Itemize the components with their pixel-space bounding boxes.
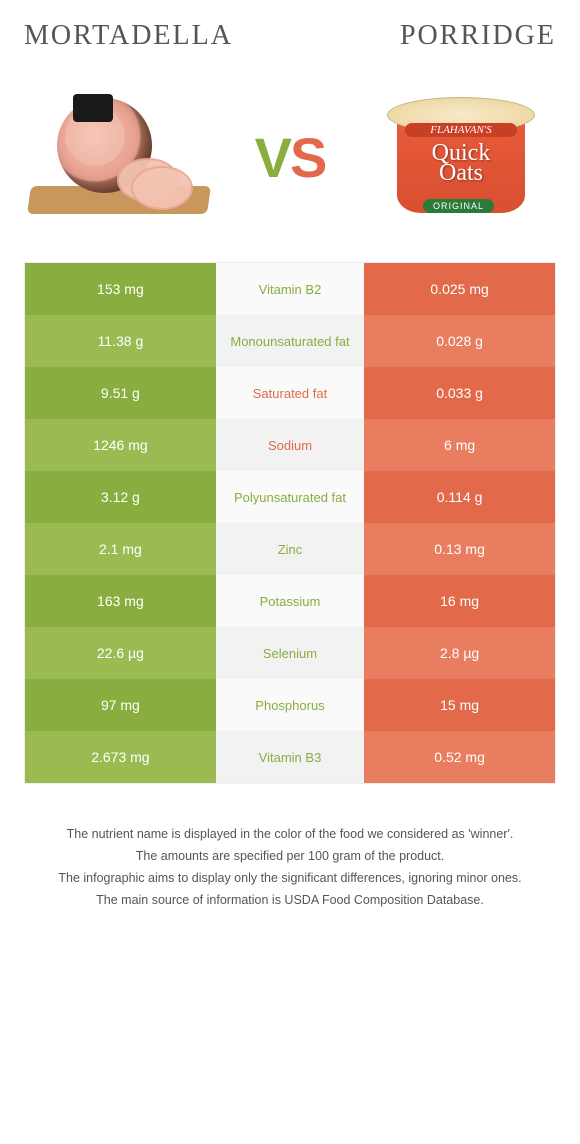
nutrient-name: Zinc xyxy=(216,523,364,575)
table-row: 9.51 gSaturated fat0.033 g xyxy=(25,367,555,419)
left-value: 3.12 g xyxy=(25,471,216,523)
table-row: 163 mgPotassium16 mg xyxy=(25,575,555,627)
vs-label: VS xyxy=(255,125,326,190)
nutrient-name: Sodium xyxy=(216,419,364,471)
left-value: 97 mg xyxy=(25,679,216,731)
nutrient-name: Monounsaturated fat xyxy=(216,315,364,367)
left-value: 9.51 g xyxy=(25,367,216,419)
caption-line: The amounts are specified per 100 gram o… xyxy=(30,846,550,866)
vs-v: V xyxy=(255,126,290,189)
porridge-product: QuickOats xyxy=(405,143,517,184)
left-value: 1246 mg xyxy=(25,419,216,471)
table-row: 1246 mgSodium6 mg xyxy=(25,419,555,471)
caption-line: The infographic aims to display only the… xyxy=(30,868,550,888)
table-row: 97 mgPhosphorus15 mg xyxy=(25,679,555,731)
right-value: 0.033 g xyxy=(364,367,555,419)
porridge-brand: FLAHAVAN'S xyxy=(405,123,517,137)
right-value: 0.52 mg xyxy=(364,731,555,783)
right-value: 2.8 µg xyxy=(364,627,555,679)
table-row: 2.673 mgVitamin B30.52 mg xyxy=(25,731,555,783)
vs-s: S xyxy=(290,126,325,189)
right-value: 6 mg xyxy=(364,419,555,471)
porridge-tag: ORIGINAL xyxy=(423,199,494,213)
left-value: 163 mg xyxy=(25,575,216,627)
right-value: 0.114 g xyxy=(364,471,555,523)
right-food-title: PORRIDGE xyxy=(400,20,556,52)
left-value: 153 mg xyxy=(25,263,216,315)
table-row: 2.1 mgZinc0.13 mg xyxy=(25,523,555,575)
caption-block: The nutrient name is displayed in the co… xyxy=(24,824,556,910)
left-food-image xyxy=(24,87,214,227)
mortadella-illustration xyxy=(29,92,209,222)
infographic: MORTADELLA PORRIDGE VS FLAHAVAN'S QuickO… xyxy=(0,0,580,932)
right-value: 0.13 mg xyxy=(364,523,555,575)
left-food-title: MORTADELLA xyxy=(24,20,233,52)
right-food-image: FLAHAVAN'S QuickOats ORIGINAL xyxy=(366,87,556,227)
left-value: 22.6 µg xyxy=(25,627,216,679)
nutrient-name: Polyunsaturated fat xyxy=(216,471,364,523)
table-row: 3.12 gPolyunsaturated fat0.114 g xyxy=(25,471,555,523)
right-value: 0.025 mg xyxy=(364,263,555,315)
nutrient-name: Vitamin B3 xyxy=(216,731,364,783)
nutrient-table: 153 mgVitamin B20.025 mg11.38 gMonounsat… xyxy=(24,262,556,784)
left-value: 2.673 mg xyxy=(25,731,216,783)
caption-line: The nutrient name is displayed in the co… xyxy=(30,824,550,844)
caption-line: The main source of information is USDA F… xyxy=(30,890,550,910)
titles-row: MORTADELLA PORRIDGE xyxy=(24,20,556,52)
right-value: 15 mg xyxy=(364,679,555,731)
nutrient-name: Phosphorus xyxy=(216,679,364,731)
nutrient-name: Potassium xyxy=(216,575,364,627)
table-row: 22.6 µgSelenium2.8 µg xyxy=(25,627,555,679)
nutrient-name: Vitamin B2 xyxy=(216,263,364,315)
right-value: 0.028 g xyxy=(364,315,555,367)
nutrient-name: Selenium xyxy=(216,627,364,679)
hero-row: VS FLAHAVAN'S QuickOats ORIGINAL xyxy=(24,82,556,232)
porridge-illustration: FLAHAVAN'S QuickOats ORIGINAL xyxy=(381,87,541,227)
table-row: 153 mgVitamin B20.025 mg xyxy=(25,263,555,315)
nutrient-name: Saturated fat xyxy=(216,367,364,419)
left-value: 2.1 mg xyxy=(25,523,216,575)
table-row: 11.38 gMonounsaturated fat0.028 g xyxy=(25,315,555,367)
right-value: 16 mg xyxy=(364,575,555,627)
left-value: 11.38 g xyxy=(25,315,216,367)
